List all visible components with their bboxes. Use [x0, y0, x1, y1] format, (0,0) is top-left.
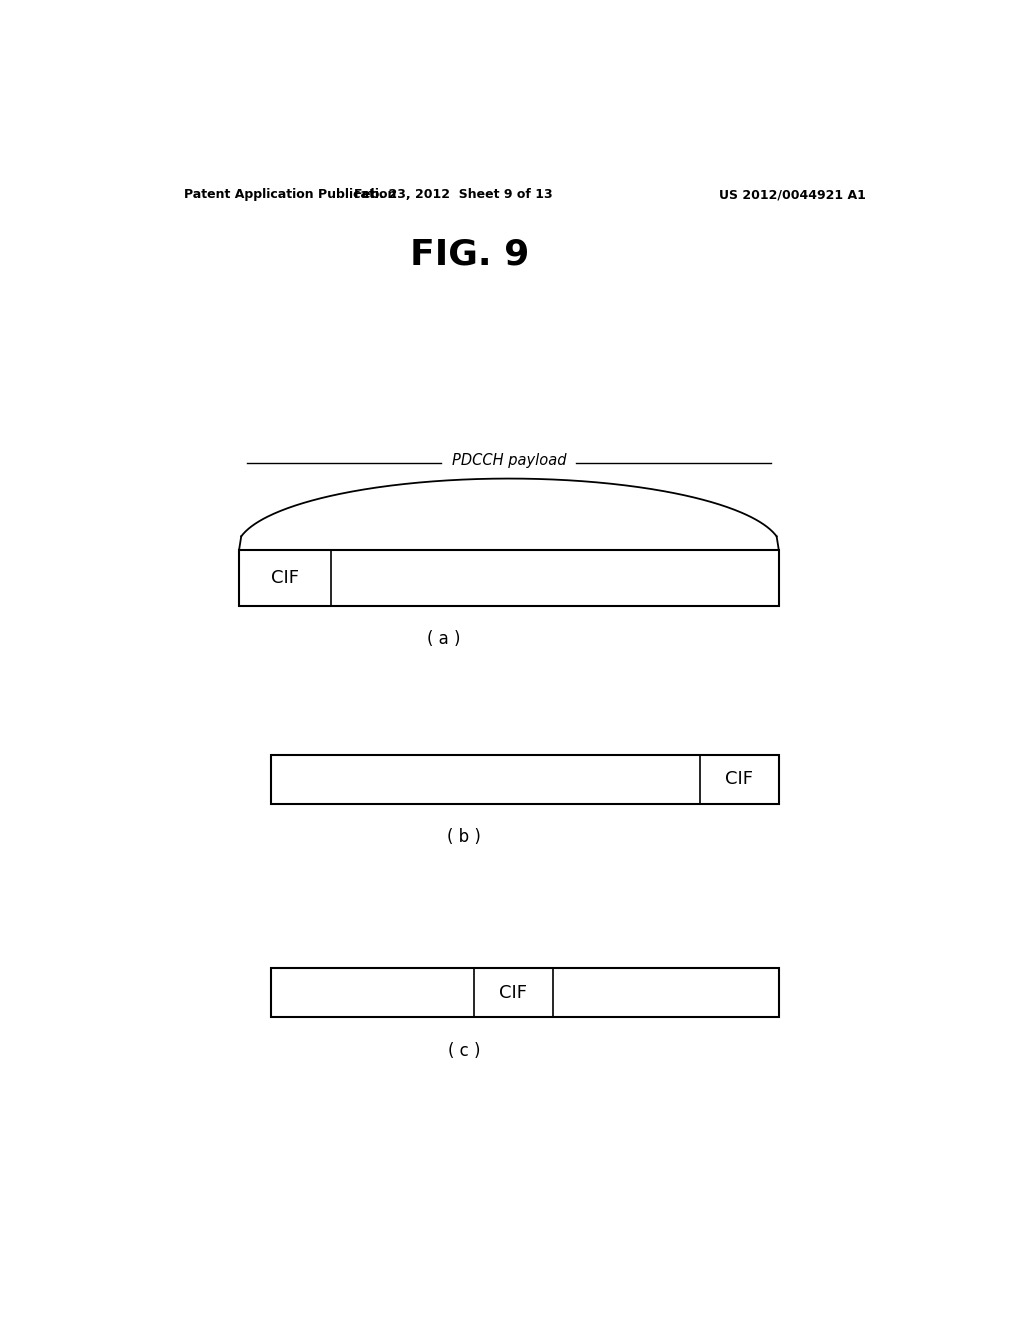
Text: Feb. 23, 2012  Sheet 9 of 13: Feb. 23, 2012 Sheet 9 of 13 [354, 189, 553, 202]
Bar [270, 969, 779, 1018]
Text: US 2012/0044921 A1: US 2012/0044921 A1 [719, 189, 866, 202]
Text: ( a ): ( a ) [427, 630, 461, 648]
Text: FIG. 9: FIG. 9 [410, 238, 529, 272]
Text: CIF: CIF [725, 771, 754, 788]
Text: CIF: CIF [500, 983, 527, 1002]
Text: ( b ): ( b ) [446, 829, 481, 846]
Text: ( c ): ( c ) [447, 1041, 480, 1060]
Text: Patent Application Publication: Patent Application Publication [183, 189, 396, 202]
Bar [270, 755, 779, 804]
Text: CIF: CIF [271, 569, 299, 586]
Text: PDCCH payload: PDCCH payload [452, 453, 566, 469]
Bar [240, 549, 779, 606]
